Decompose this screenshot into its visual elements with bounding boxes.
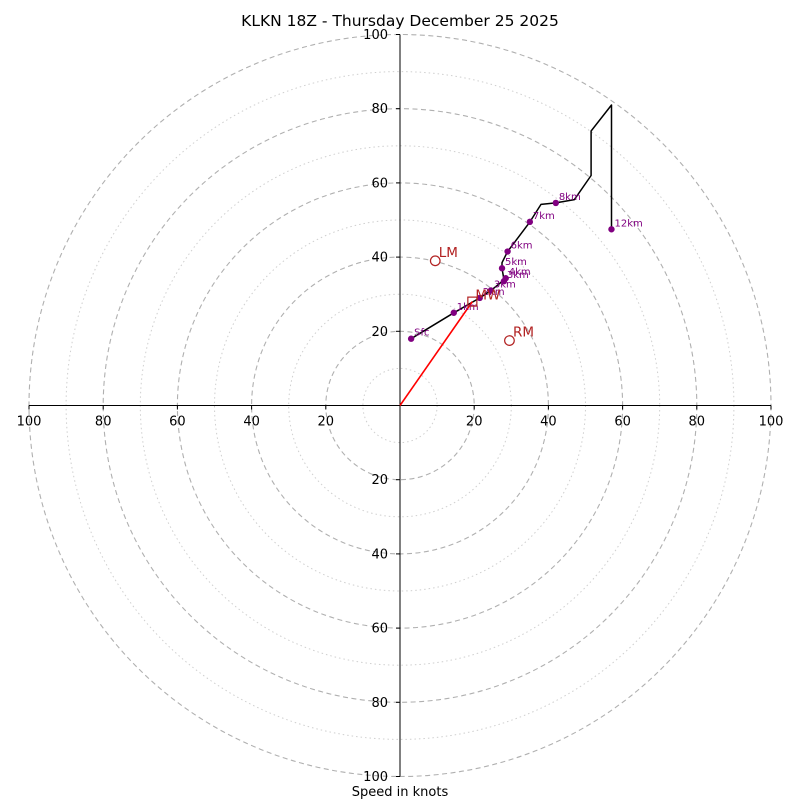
storm-label-LM: LM [439, 245, 458, 261]
height-point-1km-1 [450, 309, 457, 316]
height-label-Sfc-0: Sfc [414, 328, 429, 339]
storm-label-MW: MW [475, 288, 500, 304]
height-label-1km-1: 1km [457, 302, 479, 313]
tick-label-right-40: 40 [540, 415, 557, 430]
tick-label-top-80: 80 [371, 102, 388, 117]
height-point-3km-3 [487, 287, 495, 294]
chart-title: KLKN 18Z - Thursday December 25 2025 [241, 12, 559, 30]
storm-marker-RM [504, 335, 515, 346]
mean-wind-vector [399, 301, 474, 406]
x-axis-label: Speed in knots [352, 785, 449, 800]
tick-label-left-20: 20 [318, 415, 335, 430]
tick-label-left-60: 60 [169, 415, 186, 430]
tick-label-right-80: 80 [689, 415, 706, 430]
tick-label-top-60: 60 [371, 176, 388, 191]
height-point-5km-5 [498, 265, 506, 272]
tick-label-bottom-40: 40 [371, 547, 388, 562]
tick-label-right-20: 20 [466, 415, 483, 430]
height-point-Sfc-0 [407, 335, 415, 342]
height-point-8km-9 [552, 199, 560, 207]
height-label-2km-2: 2km [483, 287, 505, 298]
storm-motion-markers: LM RM MW [429, 245, 534, 346]
height-point-7km-8 [526, 218, 534, 226]
tick-label-bottom-80: 80 [371, 696, 388, 711]
height-point-2km-2 [476, 294, 483, 302]
tick-label-top-20: 20 [371, 325, 388, 340]
height-label-7km-8: 7km [533, 211, 555, 222]
tick-labels: 100 80 60 40 20 20 40 60 80 100 20 40 60 80 100 20 40 60 8… [17, 28, 784, 785]
tick-label-bottom-100: 100 [363, 770, 388, 785]
tick-label-right-60: 60 [614, 415, 631, 430]
height-label-6km-7: 6km [511, 241, 533, 252]
height-point-4km-6 [502, 275, 509, 282]
tick-label-bottom-60: 60 [371, 622, 388, 637]
storm-marker-MW [467, 296, 478, 307]
tick-label-top-100: 100 [363, 28, 388, 43]
storm-marker-LM [429, 255, 441, 267]
height-label-3km-4: 3km [507, 270, 529, 281]
hodograph-trace-line [410, 104, 613, 340]
height-label-8km-9: 8km [559, 192, 581, 203]
height-label-4km-6: 4km [509, 267, 531, 278]
height-point-12km-10 [608, 226, 615, 233]
height-point-6km-7 [504, 248, 511, 255]
height-label-12km-10: 12km [614, 218, 642, 229]
tick-label-top-40: 40 [371, 251, 388, 266]
storm-label-RM: RM [513, 325, 534, 341]
tick-label-left-100: 100 [17, 415, 42, 430]
height-label-5km-5: 5km [505, 257, 527, 268]
height-label-3km-3: 3km [494, 279, 516, 290]
tick-label-bottom-20: 20 [371, 473, 388, 488]
tick-label-left-40: 40 [243, 415, 260, 430]
tick-label-left-80: 80 [95, 415, 112, 430]
tick-label-right-100: 100 [759, 415, 784, 430]
